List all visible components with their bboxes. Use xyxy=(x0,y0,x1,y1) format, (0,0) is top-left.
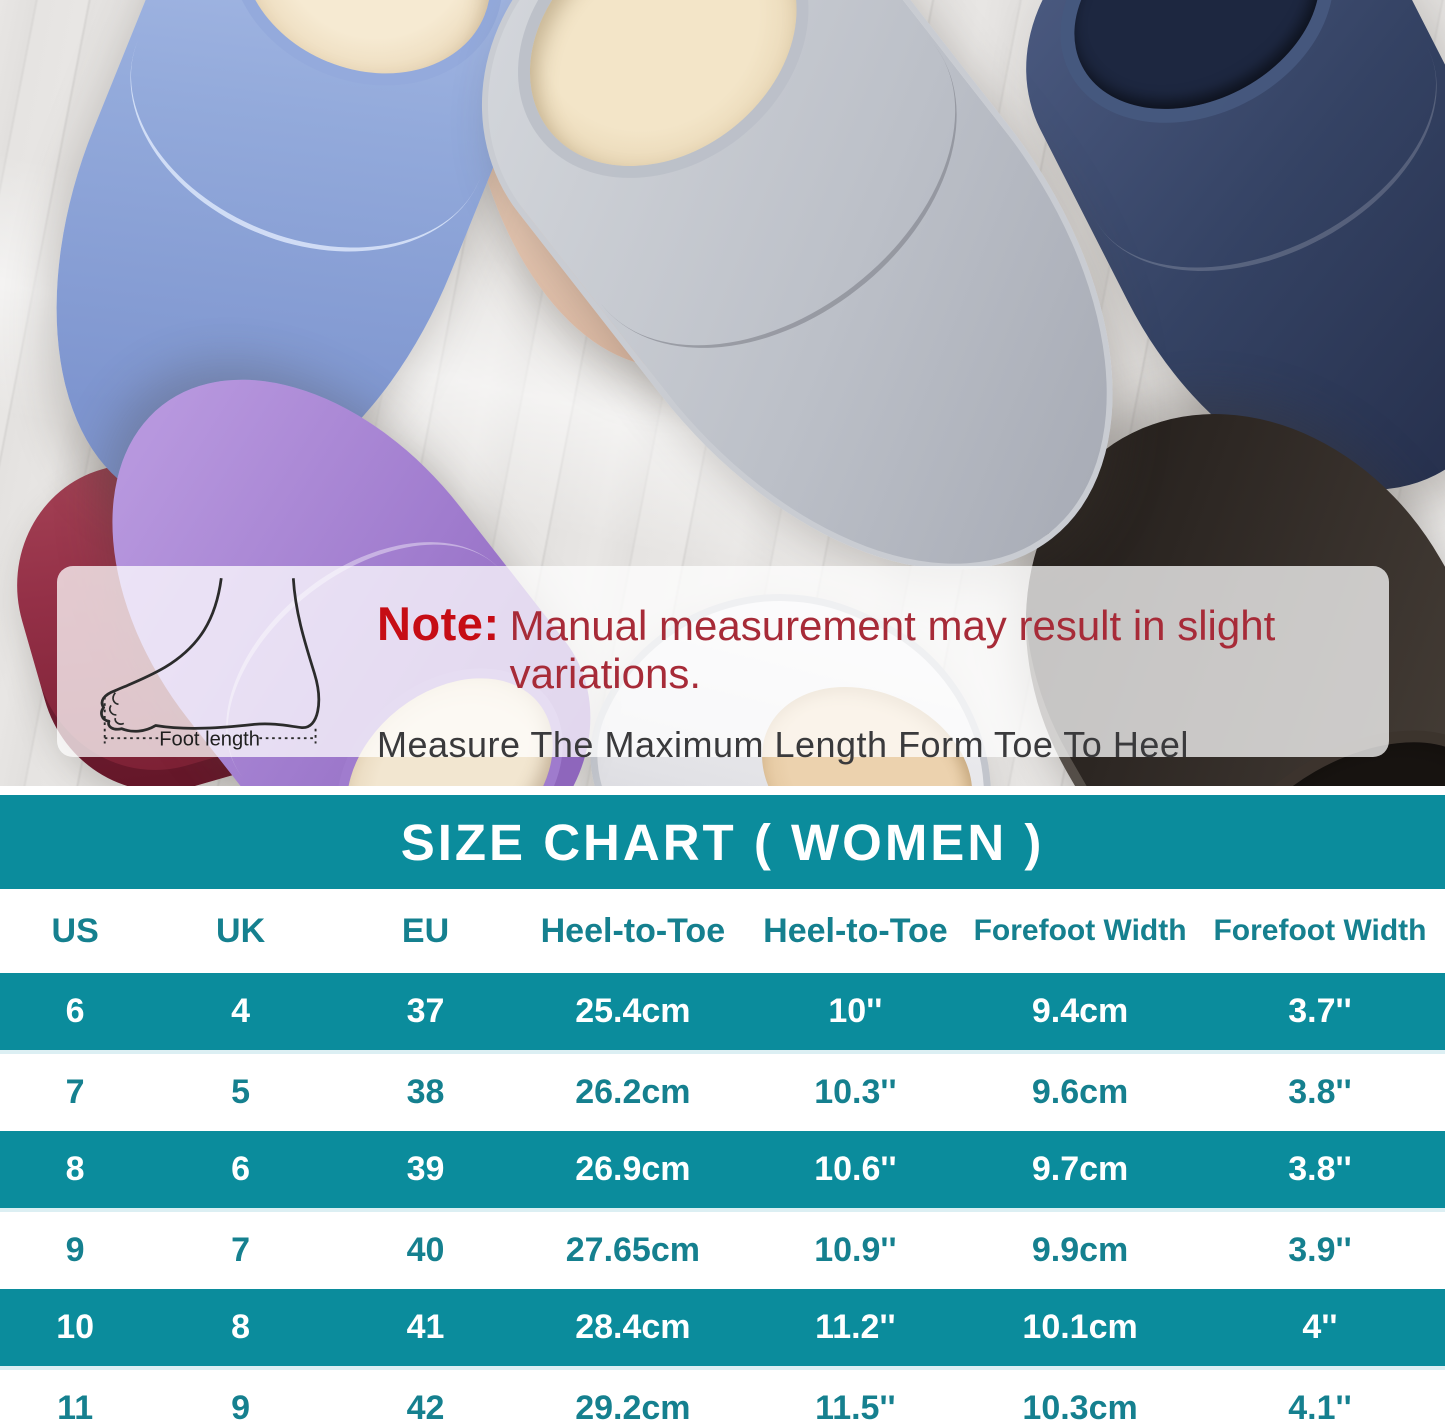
cell: 5 xyxy=(231,1073,251,1111)
cell: 9.7cm xyxy=(965,1131,1195,1212)
cell: 4.1'' xyxy=(1288,1389,1352,1427)
cell: 11.5'' xyxy=(815,1389,896,1427)
cell: 4'' xyxy=(1194,1289,1445,1370)
cell: 10 xyxy=(0,1289,151,1370)
cell: 40 xyxy=(406,1231,445,1269)
cell: 10.9'' xyxy=(814,1231,897,1269)
column-header-heel-to-toe-in: Heel-to-Toe xyxy=(745,889,966,973)
cell: 3.8'' xyxy=(1288,1073,1352,1111)
cell: 28.4cm xyxy=(520,1289,746,1370)
size-chart-table: US UK EU Heel-to-Toe Heel-to-Toe Forefoo… xyxy=(0,889,1445,1428)
cell: 10.3cm xyxy=(1022,1389,1138,1427)
cell: 3.7'' xyxy=(1194,973,1445,1054)
cell: 11.2'' xyxy=(745,1289,966,1370)
table-row: 9 7 40 27.65cm 10.9'' 9.9cm 3.9'' xyxy=(0,1210,1445,1289)
size-chart-title-band: SIZE CHART ( WOMEN ) xyxy=(0,795,1445,889)
cell: 4 xyxy=(150,973,331,1054)
note-text: Manual measurement may result in slight … xyxy=(509,602,1276,697)
cell: 9 xyxy=(65,1231,85,1269)
cell: 8 xyxy=(150,1289,331,1370)
note-label: Note: xyxy=(377,597,500,650)
note-text-block: Note: Manual measurement may result in s… xyxy=(377,596,1367,766)
cell: 7 xyxy=(65,1073,85,1111)
column-header-us: US xyxy=(0,889,151,973)
cell: 26.9cm xyxy=(520,1131,746,1212)
foot-length-diagram-icon: Foot length xyxy=(100,578,321,751)
table-row: 10 8 41 28.4cm 11.2'' 10.1cm 4'' xyxy=(0,1289,1445,1370)
cell: 11 xyxy=(57,1389,94,1427)
cell: 26.2cm xyxy=(575,1073,691,1111)
column-header-forefoot-width-cm: Forefoot Width xyxy=(965,889,1195,973)
cell: 29.2cm xyxy=(575,1389,691,1427)
cell: 27.65cm xyxy=(565,1231,700,1269)
cell: 25.4cm xyxy=(520,973,746,1054)
table-row: 7 5 38 26.2cm 10.3'' 9.6cm 3.8'' xyxy=(0,1052,1445,1131)
slippers-photo: Foot length Note: Manual measurement may… xyxy=(0,0,1445,786)
note-banner: Foot length Note: Manual measurement may… xyxy=(57,566,1389,765)
table-row: 6 4 37 25.4cm 10'' 9.4cm 3.7'' xyxy=(0,973,1445,1054)
cell: 6 xyxy=(150,1131,331,1212)
cell: 9.4cm xyxy=(965,973,1195,1054)
cell: 9 xyxy=(231,1389,251,1427)
column-header-uk: UK xyxy=(150,889,331,973)
cell: 10'' xyxy=(745,973,966,1054)
table-row: 11 9 42 29.2cm 11.5'' 10.3cm 4.1'' xyxy=(0,1368,1445,1428)
cell: 9.6cm xyxy=(1031,1073,1129,1111)
cell: 37 xyxy=(330,973,521,1054)
note-subtext: Measure The Maximum Length Form Toe To H… xyxy=(377,724,1189,765)
cell: 42 xyxy=(406,1389,445,1427)
cell: 3.8'' xyxy=(1194,1131,1445,1212)
column-header-forefoot-width-in: Forefoot Width xyxy=(1194,889,1445,973)
cell: 38 xyxy=(406,1073,445,1111)
cell: 7 xyxy=(231,1231,251,1269)
cell: 10.1cm xyxy=(965,1289,1195,1370)
cell: 3.9'' xyxy=(1288,1231,1352,1269)
cell: 41 xyxy=(330,1289,521,1370)
cell: 10.6'' xyxy=(745,1131,966,1212)
size-chart-title: SIZE CHART ( WOMEN ) xyxy=(400,813,1045,871)
cell: 6 xyxy=(0,973,151,1054)
cell: 39 xyxy=(330,1131,521,1212)
cell: 8 xyxy=(0,1131,151,1212)
size-chart-header-row: US UK EU Heel-to-Toe Heel-to-Toe Forefoo… xyxy=(0,889,1445,973)
column-header-eu: EU xyxy=(330,889,521,973)
cell: 10.3'' xyxy=(814,1073,897,1111)
foot-length-label: Foot length xyxy=(159,729,260,751)
table-row: 8 6 39 26.9cm 10.6'' 9.7cm 3.8'' xyxy=(0,1131,1445,1212)
column-header-heel-to-toe-cm: Heel-to-Toe xyxy=(520,889,746,973)
cell: 9.9cm xyxy=(1031,1231,1129,1269)
divider xyxy=(0,786,1445,795)
